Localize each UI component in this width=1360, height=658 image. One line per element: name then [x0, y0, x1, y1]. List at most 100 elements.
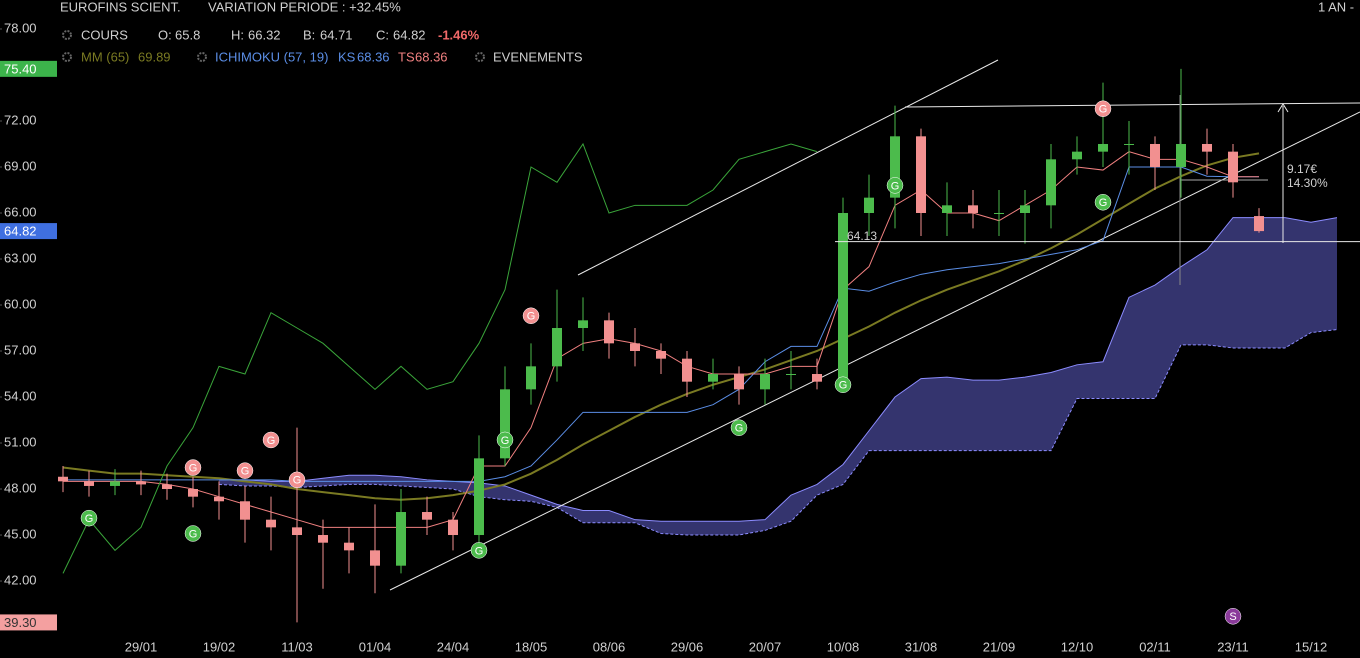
settings-icon[interactable]	[62, 52, 72, 62]
x-tick-label: 24/04	[437, 639, 470, 654]
candle-body	[1124, 143, 1134, 145]
event-label: G	[1099, 104, 1108, 116]
x-tick-label: 23/11	[1217, 639, 1249, 654]
indicator-line	[63, 166, 1259, 482]
legend-series: TS	[398, 49, 415, 64]
ohlc-name: B:	[303, 27, 315, 42]
event-marker	[184, 459, 202, 476]
event-label: S	[1229, 611, 1236, 623]
indicator-line	[62, 142, 818, 574]
price-marker	[0, 614, 57, 631]
candle-body	[136, 481, 146, 485]
legend-value: 69.89	[138, 49, 171, 64]
candle-body	[578, 320, 588, 329]
candle-body	[344, 542, 354, 551]
candle-body	[1046, 159, 1056, 206]
event-marker	[1224, 608, 1242, 625]
candle-body	[1228, 151, 1238, 183]
candle-body	[942, 205, 952, 213]
channel-line	[577, 59, 999, 276]
candle-body	[474, 458, 484, 536]
x-tick-label: 18/05	[515, 639, 548, 654]
candle-body	[1020, 205, 1030, 213]
event-label: G	[527, 311, 536, 323]
candle-body	[448, 519, 458, 536]
candle-body	[422, 512, 432, 520]
x-tick-label: 02/11	[1139, 639, 1171, 654]
candle-body	[110, 481, 120, 486]
candle-body	[786, 374, 796, 376]
x-tick-label: 01/04	[359, 639, 392, 654]
y-tick-label: 69.00	[4, 158, 37, 173]
y-tick-label: 42.00	[4, 572, 37, 587]
candle-body	[656, 351, 666, 359]
event-marker	[886, 177, 904, 194]
x-tick-label: 29/01	[125, 639, 158, 654]
change-label: -1.46%	[438, 27, 480, 42]
x-tick-label: 21/09	[983, 639, 1016, 654]
legend-series: MM (65)	[81, 49, 129, 64]
cloud-area	[219, 217, 1337, 536]
candle-body	[916, 136, 926, 213]
candle-body	[760, 374, 770, 390]
candle-body	[84, 481, 94, 486]
x-tick-label: 31/08	[905, 639, 938, 654]
settings-icon[interactable]	[62, 30, 72, 40]
y-tick-label: 51.00	[4, 434, 37, 449]
event-label: G	[735, 423, 744, 435]
event-label: G	[501, 435, 510, 447]
candle-body	[812, 374, 822, 382]
settings-icon[interactable]	[475, 52, 485, 62]
range-label: 9.17€	[1287, 162, 1317, 176]
candle-body	[604, 320, 614, 344]
price-marker-label: 64.82	[4, 224, 37, 239]
range-pct-label: 14.30%	[1287, 176, 1328, 190]
channel-line	[389, 111, 1360, 591]
ohlc-value: 65.8	[175, 27, 200, 42]
candle-body	[1150, 143, 1160, 167]
x-tick-label: 08/06	[593, 639, 626, 654]
candle-body	[240, 501, 250, 520]
candle-body	[1202, 143, 1212, 152]
x-tick-label: 29/06	[671, 639, 704, 654]
x-tick-label: 20/07	[749, 639, 782, 654]
event-label: G	[839, 380, 848, 392]
range-top-line	[904, 102, 1360, 108]
y-tick-label: 72.00	[4, 112, 37, 127]
candle-body	[994, 212, 1004, 214]
event-marker	[288, 471, 306, 489]
candle-body	[708, 374, 718, 382]
candle-body	[682, 358, 692, 382]
legend-value: 68.36	[357, 49, 390, 64]
y-tick-label: 66.00	[4, 204, 37, 219]
candle-body	[162, 484, 172, 490]
candle-body	[370, 550, 380, 566]
candle-body	[890, 136, 900, 198]
indicator-line	[62, 152, 1260, 501]
price-marker	[0, 223, 57, 240]
candle-body	[1176, 143, 1186, 167]
period-selector[interactable]: 1 AN -	[1318, 0, 1354, 14]
candle-body	[734, 374, 744, 390]
candle-body	[396, 512, 406, 566]
event-marker	[470, 542, 488, 559]
event-label: G	[85, 513, 94, 525]
level-label: 64.13	[847, 229, 877, 243]
event-marker	[262, 431, 280, 449]
event-marker	[184, 525, 202, 542]
candle-body	[630, 343, 640, 352]
event-marker	[1094, 194, 1112, 211]
event-label: G	[293, 475, 302, 487]
y-tick-label: 45.00	[4, 526, 37, 541]
legend-series: KS	[338, 49, 356, 64]
x-tick-label: 19/02	[203, 639, 236, 654]
y-tick-label: 54.00	[4, 388, 37, 403]
y-tick-label: 63.00	[4, 250, 37, 265]
candle-body	[838, 212, 848, 382]
event-marker	[80, 509, 98, 527]
settings-icon[interactable]	[197, 52, 207, 62]
event-marker	[1094, 100, 1112, 117]
variation: VARIATION PERIODE : +32.45%	[208, 0, 401, 14]
event-label: G	[189, 528, 198, 540]
event-marker	[730, 419, 748, 436]
